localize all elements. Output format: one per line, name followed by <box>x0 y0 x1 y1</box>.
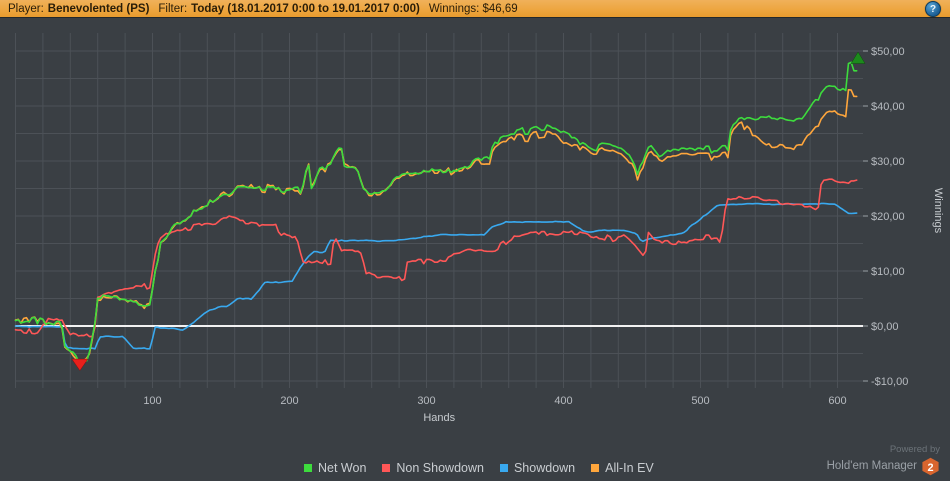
svg-text:$20,00: $20,00 <box>871 211 905 223</box>
svg-text:-$10,00: -$10,00 <box>871 376 908 388</box>
svg-text:Hands: Hands <box>423 412 455 424</box>
svg-text:300: 300 <box>417 395 435 407</box>
svg-text:100: 100 <box>143 395 161 407</box>
svg-text:400: 400 <box>554 395 572 407</box>
svg-text:600: 600 <box>828 395 846 407</box>
svg-text:$30,00: $30,00 <box>871 156 905 168</box>
svg-text:$0,00: $0,00 <box>871 321 899 333</box>
svg-text:200: 200 <box>280 395 298 407</box>
svg-text:Winnings: Winnings <box>932 188 944 234</box>
svg-text:$40,00: $40,00 <box>871 101 905 113</box>
svg-text:2: 2 <box>927 462 933 474</box>
svg-text:$50,00: $50,00 <box>871 46 905 58</box>
svg-text:500: 500 <box>691 395 709 407</box>
svg-text:$10,00: $10,00 <box>871 266 905 278</box>
